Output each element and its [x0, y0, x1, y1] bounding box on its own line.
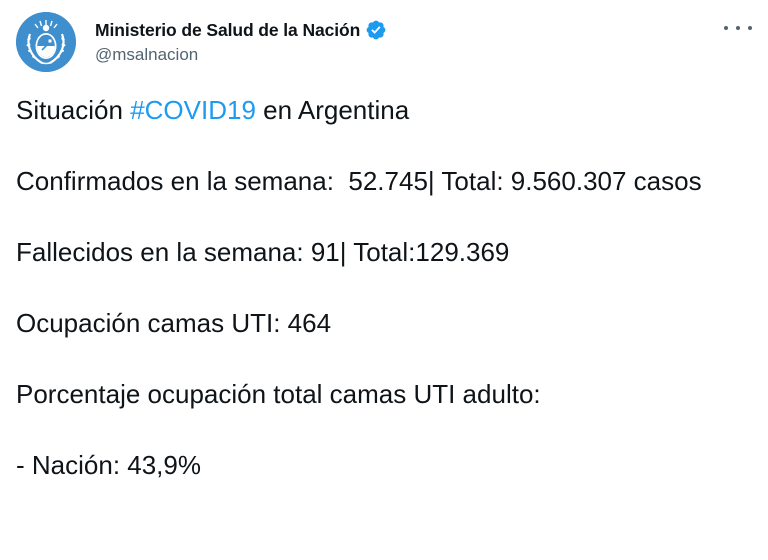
name-row: Ministerio de Salud de la Nación: [95, 18, 387, 42]
tweet-header: Ministerio de Salud de la Nación @msalna…: [16, 12, 756, 72]
situacion-suffix: en Argentina: [255, 95, 410, 125]
tweet-line-fallecidos: Fallecidos en la semana: 91| Total:129.3…: [16, 237, 510, 267]
coat-of-arms-icon: [16, 12, 76, 72]
tweet-text: Situación #COVID19 en Argentina Confirma…: [16, 92, 736, 518]
tweet-line-confirmados: Confirmados en la semana: 52.745| Total:…: [16, 166, 702, 196]
account-handle[interactable]: @msalnacion: [95, 45, 199, 64]
display-name[interactable]: Ministerio de Salud de la Nación: [95, 19, 361, 40]
verified-badge-icon: [365, 19, 387, 41]
dot: [748, 26, 752, 30]
tweet-line-situacion: Situación #COVID19 en Argentina: [16, 92, 736, 128]
avatar[interactable]: [16, 12, 76, 72]
dot: [724, 26, 728, 30]
dot: [736, 26, 740, 30]
tweet-line-nacion: - Nación: 43,9%: [16, 450, 201, 480]
hashtag-link[interactable]: #COVID19: [130, 95, 256, 125]
more-options-icon[interactable]: [724, 18, 752, 38]
tweet-line-porcentaje: Porcentaje ocupación total camas UTI adu…: [16, 379, 541, 409]
situacion-prefix: Situación: [16, 95, 131, 125]
tweet-line-ocupacion: Ocupación camas UTI: 464: [16, 308, 332, 338]
